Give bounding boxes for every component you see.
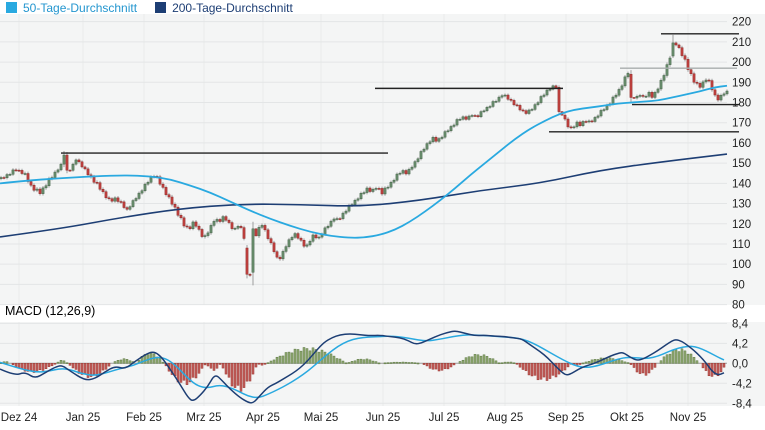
macd-axis-tick: -4,2 xyxy=(732,378,752,390)
month-label: Mrz 25 xyxy=(186,412,221,424)
price-axis-tick: 170 xyxy=(732,118,751,130)
macd-main-line xyxy=(0,330,725,404)
price-axis-tick: 160 xyxy=(732,138,751,150)
month-label: Aug 25 xyxy=(487,412,523,424)
ma200-legend-label: 200-Tage-Durchschnitt xyxy=(172,0,293,15)
month-label: Feb 25 xyxy=(126,412,162,424)
month-label: Dez 24 xyxy=(1,412,38,424)
month-label: Jun 25 xyxy=(366,412,401,424)
month-label: Sep 25 xyxy=(548,412,584,424)
ma50-line xyxy=(0,84,728,239)
price-axis-tick: 210 xyxy=(732,37,751,49)
price-axis-tick: 120 xyxy=(732,219,751,231)
macd-axis-tick: 4,2 xyxy=(732,338,748,350)
ma50-legend-label: 50-Tage-Durchschnitt xyxy=(23,0,138,15)
price-axis-tick: 140 xyxy=(732,178,751,190)
chart-legend: 50-Tage-Durchschnitt 200-Tage-Durchschni… xyxy=(0,0,765,15)
macd-axis-tick: 8,4 xyxy=(732,318,749,330)
month-label: Jul 25 xyxy=(429,412,460,424)
month-label: Apr 25 xyxy=(246,412,280,424)
price-axis-tick: 150 xyxy=(732,158,751,170)
ma200-swatch-icon xyxy=(155,2,167,13)
macd-indicator-title: MACD (12,26,9) xyxy=(5,304,96,318)
macd-axis-tick: 0,0 xyxy=(732,358,748,370)
price-axis-tick: 90 xyxy=(732,279,745,291)
month-label: Okt 25 xyxy=(610,412,644,424)
price-axis-tick: 220 xyxy=(732,17,751,29)
ma200-line xyxy=(0,153,728,238)
price-axis-tick: 200 xyxy=(732,57,751,69)
price-axis-tick: 100 xyxy=(732,259,751,271)
price-axis-tick: 80 xyxy=(732,300,745,312)
price-axis-tick: 110 xyxy=(732,239,750,251)
legend-item-ma50: 50-Tage-Durchschnitt xyxy=(6,1,137,15)
candlestick-series xyxy=(0,34,729,286)
macd-axis-tick: -8,4 xyxy=(732,398,752,410)
ma50-swatch-icon xyxy=(6,2,17,13)
month-label: Nov 25 xyxy=(670,412,706,424)
month-label: Mai 25 xyxy=(304,412,339,424)
legend-item-ma200: 200-Tage-Durchschnitt xyxy=(155,1,293,15)
month-label: Jan 25 xyxy=(66,412,101,424)
macd-histogram xyxy=(0,347,726,392)
price-axis-tick: 190 xyxy=(732,77,751,89)
price-axis-tick: 130 xyxy=(732,199,751,211)
price-axis-tick: 180 xyxy=(732,98,751,110)
